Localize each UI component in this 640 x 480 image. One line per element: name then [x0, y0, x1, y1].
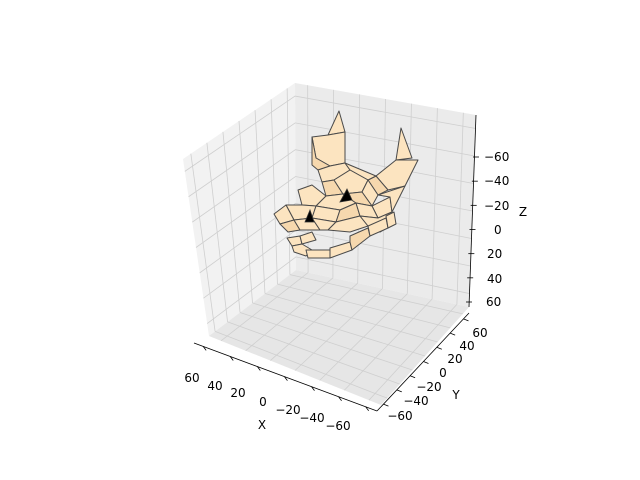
y-axis-label: Y — [451, 388, 460, 402]
y-tick-label: −20 — [416, 380, 441, 394]
y-tick-mark — [423, 362, 428, 364]
x-tick-label: 20 — [230, 386, 245, 400]
y-tick-mark — [437, 347, 442, 349]
z-tick-label: 60 — [486, 295, 501, 309]
y-tick-label: 20 — [447, 352, 462, 366]
y-tick-label: 0 — [439, 366, 447, 380]
z-tick-label: 20 — [487, 247, 502, 261]
y-tick-label: −60 — [387, 409, 412, 423]
x-tick-label: 0 — [259, 395, 267, 409]
z-tick-label: −60 — [484, 150, 509, 164]
z-tick-label: 0 — [494, 223, 502, 237]
y-tick-label: −40 — [403, 394, 428, 408]
x-tick-label: −60 — [325, 419, 350, 433]
x-tick-label: 60 — [184, 371, 199, 385]
z-tick-label: −40 — [484, 174, 509, 188]
y-tick-mark — [397, 390, 402, 392]
y-tick-mark — [450, 333, 455, 335]
y-tick-label: 60 — [472, 326, 487, 340]
jaw-facet — [306, 250, 330, 258]
z-tick-label: 40 — [487, 272, 502, 286]
z-tick-label: −20 — [484, 199, 509, 213]
x-tick-label: 40 — [207, 379, 222, 393]
x-axis-label: X — [258, 418, 266, 432]
y-tick-mark — [410, 376, 415, 378]
y-tick-mark — [463, 319, 468, 321]
x-tick-label: −20 — [275, 403, 300, 417]
y-tick-mark — [383, 404, 388, 406]
y-tick-label: 40 — [459, 339, 474, 353]
z-axis-label: Z — [519, 205, 527, 219]
x-tick-label: −40 — [299, 411, 324, 425]
z-tick-labels: −60 −40 −20 0 20 40 60 — [484, 150, 509, 309]
